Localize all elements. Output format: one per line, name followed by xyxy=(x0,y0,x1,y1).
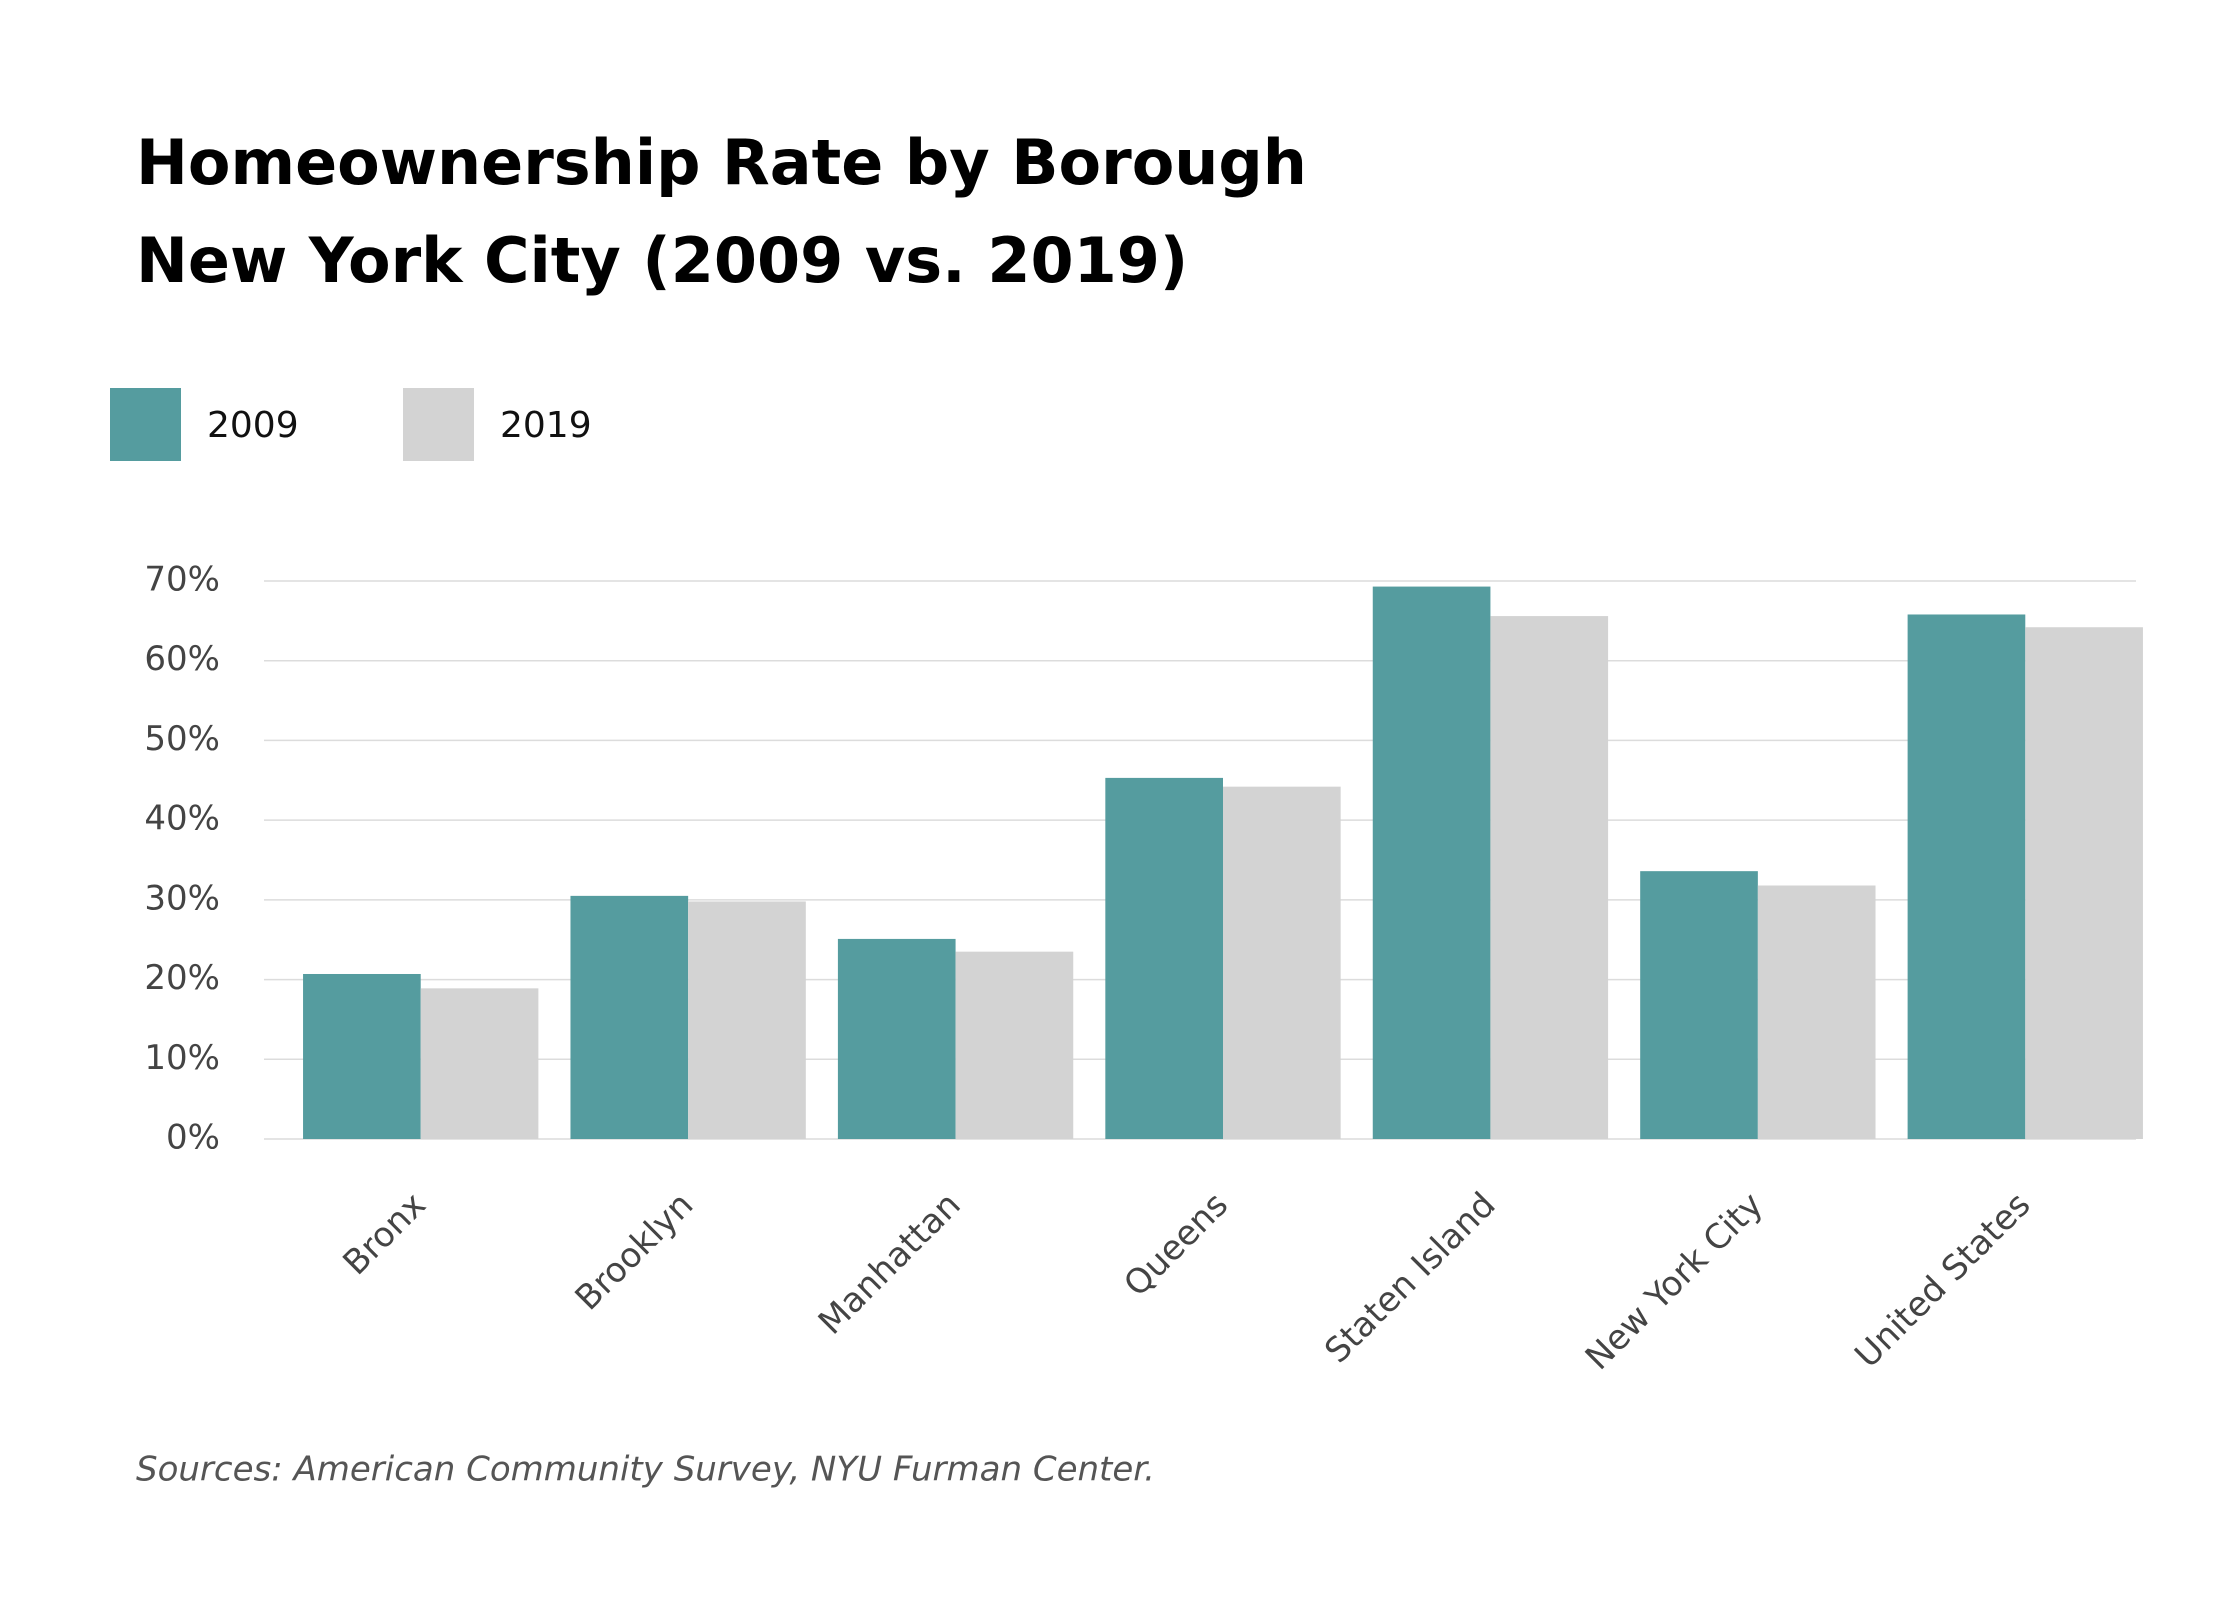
legend-swatch xyxy=(403,388,474,461)
bar xyxy=(303,973,421,1139)
bar xyxy=(1640,871,1758,1139)
bar xyxy=(1907,614,2026,1139)
bar xyxy=(1757,885,1876,1139)
y-tick-label: 40% xyxy=(144,799,220,839)
bar xyxy=(1372,586,1491,1139)
bar xyxy=(837,938,956,1139)
chart-subtitle: New York City (2009 vs. 2019) xyxy=(136,224,1188,297)
y-tick-label: 70% xyxy=(144,560,220,600)
y-tick-label: 10% xyxy=(144,1038,220,1078)
legend-swatch xyxy=(110,388,181,461)
bar xyxy=(570,895,689,1139)
y-tick-label: 0% xyxy=(166,1118,220,1158)
bar xyxy=(1490,616,1609,1139)
bar xyxy=(1105,777,1223,1139)
y-tick-label: 60% xyxy=(144,639,220,679)
y-tick-label: 20% xyxy=(144,958,220,998)
bar xyxy=(2025,627,2143,1139)
bar xyxy=(420,988,539,1139)
y-tick-label: 50% xyxy=(144,719,220,759)
legend-label: 2019 xyxy=(500,405,592,446)
source-note: Sources: American Community Survey, NYU … xyxy=(136,1450,1155,1490)
y-tick-label: 30% xyxy=(144,878,220,918)
bar xyxy=(955,951,1074,1139)
bar xyxy=(1222,786,1341,1139)
legend-label: 2009 xyxy=(207,405,299,446)
chart-title: Homeownership Rate by Borough xyxy=(136,126,1307,199)
bar xyxy=(688,901,806,1139)
